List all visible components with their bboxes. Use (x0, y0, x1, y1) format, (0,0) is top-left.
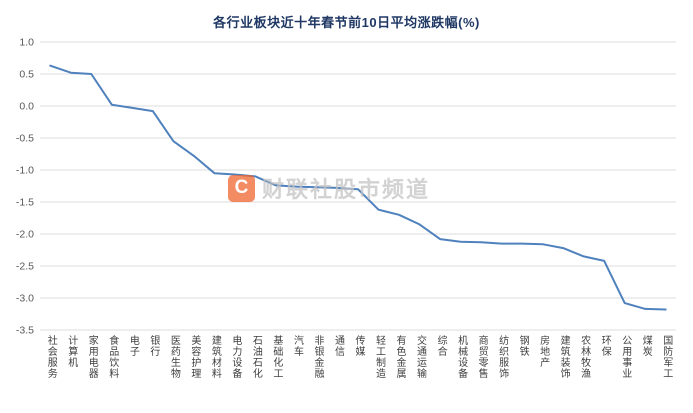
watermark-text: 财联社股市频道 (262, 177, 431, 202)
y-axis-tick-label: -1.0 (16, 165, 34, 177)
y-axis-tick-label: -3.0 (16, 293, 34, 305)
y-axis-tick-label: 1.0 (19, 37, 34, 49)
y-axis-tick-label: 0.0 (19, 101, 34, 113)
chart-title: 各行业板块近十年春节前10日平均涨跌幅(%) (213, 15, 480, 30)
y-axis-tick-label: -0.5 (16, 133, 34, 145)
cls-logo-icon: C (228, 174, 255, 202)
data-line-series (49, 64, 667, 311)
y-axis-tick-label: -2.5 (16, 261, 34, 273)
y-axis-tick-label: -2.0 (16, 229, 34, 241)
watermark: C 财联社股市频道 (228, 172, 430, 204)
y-axis-tick-label: 0.5 (19, 69, 34, 81)
y-axis-tick-label: -1.5 (16, 197, 34, 209)
y-axis-tick-label: -3.5 (16, 325, 34, 337)
